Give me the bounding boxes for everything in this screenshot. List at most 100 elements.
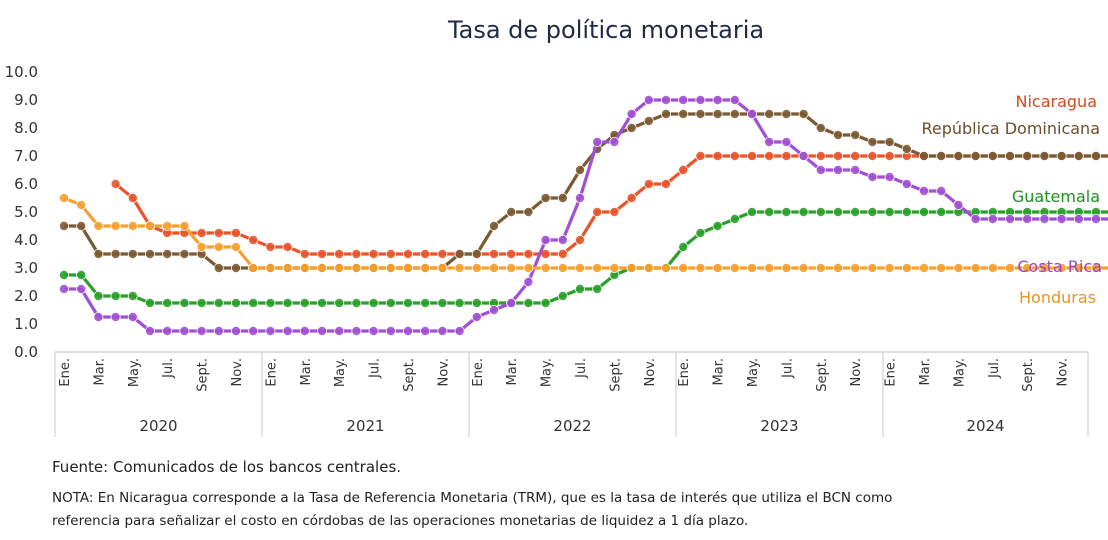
data-point — [1039, 213, 1050, 224]
y-tick-label: 9.0 — [14, 91, 38, 109]
data-point — [592, 136, 603, 147]
x-tick-label: Sept. — [608, 358, 623, 392]
data-point — [575, 283, 586, 294]
x-tick-label: May. — [746, 358, 761, 387]
data-point — [420, 297, 431, 308]
y-tick-label: 0.0 — [14, 343, 38, 361]
data-point — [867, 171, 878, 182]
data-point — [265, 297, 276, 308]
data-point — [1073, 262, 1084, 273]
data-point — [1022, 150, 1033, 161]
data-point — [196, 241, 207, 252]
data-point — [265, 241, 276, 252]
axes: 0.0 1.0 2.0 3.0 4.0 5.0 6.0 7.0 8.0 9.0 10.0 2020 20… — [5, 63, 1089, 437]
data-point — [93, 248, 104, 259]
data-point — [316, 297, 327, 308]
data-point — [729, 109, 740, 120]
data-point — [471, 297, 482, 308]
data-point — [747, 262, 758, 273]
series-label: Costa Rica — [1017, 257, 1102, 276]
data-point — [196, 325, 207, 336]
data-point — [420, 248, 431, 259]
data-point — [712, 95, 723, 106]
data-point — [454, 325, 465, 336]
data-point — [1005, 213, 1016, 224]
x-tick-label: Sept. — [1021, 358, 1036, 392]
data-point — [506, 297, 517, 308]
data-point — [901, 262, 912, 273]
data-point — [316, 248, 327, 259]
data-point — [815, 164, 826, 175]
x-tick-label: Jul. — [574, 358, 589, 379]
data-point — [575, 234, 586, 245]
x-tick-label: May. — [952, 358, 967, 387]
y-tick-label: 1.0 — [14, 315, 38, 333]
data-point — [643, 116, 654, 127]
data-point — [162, 325, 173, 336]
x-tick-label: Nov. — [643, 358, 658, 387]
data-point — [747, 150, 758, 161]
data-point — [712, 262, 723, 273]
data-point — [368, 248, 379, 259]
data-point — [626, 109, 637, 120]
data-point — [764, 206, 775, 217]
data-point — [402, 262, 413, 273]
data-point — [557, 234, 568, 245]
data-point — [1005, 262, 1016, 273]
data-point — [76, 199, 87, 210]
y-tick-label: 7.0 — [14, 147, 38, 165]
data-point — [850, 129, 861, 140]
data-point — [678, 95, 689, 106]
data-point — [454, 262, 465, 273]
data-point — [540, 262, 551, 273]
data-point — [506, 248, 517, 259]
data-point — [764, 262, 775, 273]
data-point — [213, 325, 224, 336]
data-point — [334, 297, 345, 308]
data-point — [282, 241, 293, 252]
data-point — [884, 206, 895, 217]
data-point — [867, 262, 878, 273]
data-point — [506, 206, 517, 217]
data-point — [695, 95, 706, 106]
data-point — [144, 325, 155, 336]
data-point — [437, 262, 448, 273]
x-tick-label: Nov. — [436, 358, 451, 387]
data-point — [59, 192, 70, 203]
data-point — [282, 325, 293, 336]
year-label: 2022 — [553, 417, 591, 435]
data-point — [437, 297, 448, 308]
data-point — [179, 220, 190, 231]
data-point — [162, 220, 173, 231]
data-point — [833, 164, 844, 175]
series-labels: Nicaragua República Dominicana Guatemala Co… — [921, 92, 1102, 307]
x-tick-label: Nov. — [230, 358, 245, 387]
data-point — [592, 283, 603, 294]
data-point — [557, 262, 568, 273]
data-point — [1039, 262, 1050, 273]
data-point — [179, 297, 190, 308]
data-point — [402, 325, 413, 336]
data-point — [265, 262, 276, 273]
data-point — [144, 297, 155, 308]
data-point — [230, 241, 241, 252]
data-point — [781, 109, 792, 120]
y-tick-label: 6.0 — [14, 175, 38, 193]
data-point — [953, 199, 964, 210]
data-point — [815, 150, 826, 161]
data-point — [678, 241, 689, 252]
data-point — [282, 297, 293, 308]
data-point — [884, 150, 895, 161]
x-tick-label: Jul. — [161, 358, 176, 379]
data-point — [1073, 213, 1084, 224]
data-point — [179, 248, 190, 259]
data-point — [299, 262, 310, 273]
data-point — [798, 109, 809, 120]
data-point — [248, 234, 259, 245]
data-point — [488, 248, 499, 259]
x-tick-label: Ene. — [884, 358, 899, 387]
data-point — [471, 248, 482, 259]
data-point — [1039, 150, 1050, 161]
data-point — [626, 192, 637, 203]
data-point — [351, 325, 362, 336]
